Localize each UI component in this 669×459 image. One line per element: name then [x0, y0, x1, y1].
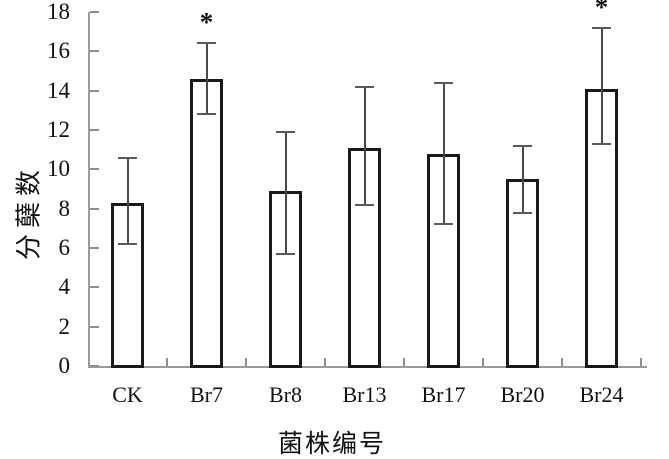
category-label: Br7 [190, 382, 223, 407]
y-tick [90, 129, 99, 131]
y-tick-label: 4 [58, 274, 71, 300]
error-bar [205, 43, 208, 115]
x-tick [245, 358, 247, 366]
significance-marker: * [594, 0, 609, 22]
error-bar [442, 82, 445, 225]
error-bar-cap-bottom [513, 211, 532, 214]
category-label: Br17 [421, 382, 466, 407]
error-bar [126, 157, 129, 245]
error-bar [521, 145, 524, 213]
y-tick-label: 10 [47, 156, 70, 182]
error-bar [284, 131, 287, 254]
y-tick [90, 325, 99, 328]
category-label: Br13 [342, 382, 387, 407]
bar [190, 78, 223, 368]
category-label: Br24 [579, 382, 624, 407]
x-tick [482, 358, 484, 366]
x-tick [640, 358, 642, 366]
error-bar-cap-bottom [355, 203, 374, 206]
category-label: Br20 [500, 382, 545, 407]
error-bar [363, 86, 366, 205]
x-axis-title: 菌株编号 [277, 431, 387, 458]
y-tick-label: 12 [47, 117, 70, 142]
y-tick [90, 11, 99, 13]
y-tick [90, 168, 99, 171]
error-bar-cap-top [197, 42, 216, 45]
y-tick [90, 89, 99, 92]
error-bar-cap-bottom [592, 142, 611, 145]
y-axis-line [88, 12, 90, 368]
y-tick [90, 286, 99, 289]
y-tick-label: 14 [47, 77, 70, 103]
category-label: CK [112, 382, 143, 407]
y-tick-label: 2 [58, 313, 71, 339]
error-bar [600, 27, 603, 144]
error-bar-cap-top [592, 26, 611, 29]
error-bar-cap-top [513, 144, 532, 147]
error-bar-cap-top [434, 81, 453, 84]
y-tick-label: 0 [58, 353, 71, 378]
category-label: Br8 [269, 382, 302, 407]
error-bar-cap-top [276, 130, 295, 133]
y-tick-label: 16 [47, 38, 70, 64]
error-bar-cap-bottom [118, 243, 137, 246]
error-bar-cap-top [355, 85, 374, 88]
error-bar-cap-bottom [276, 252, 295, 255]
y-tick [90, 365, 99, 367]
y-tick-label: 8 [58, 195, 71, 221]
y-tick [90, 207, 99, 210]
x-tick [561, 358, 563, 366]
y-tick-label: 6 [58, 235, 71, 260]
x-tick [166, 358, 168, 366]
error-bar-cap-top [118, 156, 137, 159]
bar [111, 202, 144, 368]
y-tick [90, 247, 99, 249]
error-bar-cap-bottom [197, 113, 216, 116]
y-tick-label: 18 [47, 0, 70, 24]
y-tick [90, 50, 99, 53]
error-bar-cap-bottom [434, 223, 453, 226]
significance-marker: * [199, 7, 214, 38]
x-tick [403, 358, 405, 366]
x-tick [324, 358, 326, 366]
